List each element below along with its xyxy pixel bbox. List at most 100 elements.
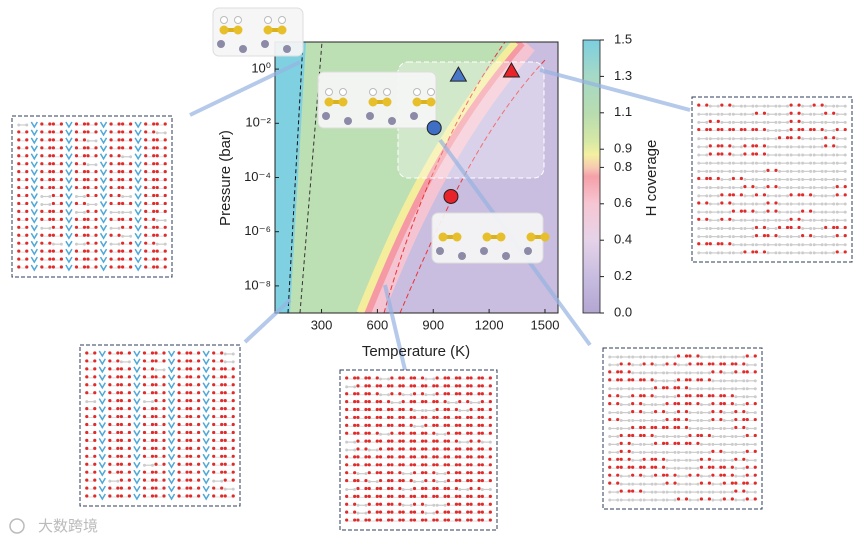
lattice-site bbox=[85, 383, 89, 387]
lattice-site bbox=[608, 411, 612, 415]
lattice-site bbox=[223, 367, 227, 371]
lattice-site bbox=[707, 427, 711, 430]
lattice-site bbox=[30, 161, 38, 169]
lattice-site bbox=[163, 242, 167, 246]
lattice-site bbox=[155, 178, 159, 182]
lattice-site bbox=[754, 152, 759, 156]
lattice-site bbox=[167, 422, 176, 429]
lattice-site bbox=[223, 375, 227, 379]
lattice-site bbox=[751, 250, 755, 254]
lattice-site bbox=[85, 486, 89, 490]
lattice-site bbox=[708, 144, 712, 148]
lattice-site bbox=[707, 355, 711, 359]
lattice-site bbox=[223, 391, 227, 395]
lattice-site bbox=[401, 518, 405, 522]
lattice-site bbox=[231, 360, 235, 364]
lattice-site bbox=[812, 186, 816, 190]
lattice-site bbox=[85, 359, 89, 363]
lattice-site bbox=[458, 455, 462, 459]
lattice-site bbox=[443, 407, 447, 412]
lattice-site bbox=[705, 161, 709, 165]
lattice-site bbox=[443, 439, 447, 443]
lattice-site bbox=[378, 407, 383, 412]
lattice-site bbox=[661, 465, 666, 469]
lattice-site bbox=[697, 242, 701, 246]
lattice-site bbox=[51, 162, 55, 166]
lattice-site bbox=[109, 185, 113, 190]
lattice-site bbox=[797, 235, 801, 239]
lattice-site bbox=[86, 146, 90, 150]
lattice-site bbox=[631, 489, 635, 493]
lattice-site bbox=[212, 391, 216, 395]
lattice-site bbox=[412, 463, 417, 467]
lattice-site bbox=[85, 351, 89, 355]
lattice-site bbox=[424, 503, 428, 507]
lattice-site bbox=[762, 202, 766, 206]
lattice-site bbox=[220, 430, 224, 435]
lattice-site bbox=[446, 455, 451, 459]
lattice-site bbox=[420, 439, 425, 443]
lattice-site bbox=[754, 225, 759, 230]
lattice-site bbox=[109, 122, 113, 126]
lattice-site bbox=[762, 243, 766, 247]
lattice-site bbox=[708, 202, 712, 206]
lattice-site bbox=[809, 145, 813, 149]
lattice-site bbox=[616, 378, 620, 382]
lattice-site bbox=[98, 398, 106, 406]
lattice-site bbox=[85, 438, 89, 442]
lattice-site bbox=[65, 137, 73, 145]
lattice-site bbox=[843, 145, 847, 149]
lattice-site bbox=[766, 168, 770, 172]
lattice-site bbox=[642, 457, 646, 461]
lattice-site bbox=[719, 498, 723, 502]
lattice-site bbox=[754, 178, 758, 181]
lattice-panels bbox=[11, 96, 853, 531]
lattice-site bbox=[154, 438, 158, 442]
lattice-site bbox=[129, 201, 133, 206]
markers bbox=[426, 62, 521, 204]
lattice-site bbox=[142, 486, 147, 490]
lattice-site bbox=[30, 129, 38, 137]
lattice-site bbox=[751, 152, 755, 156]
lattice-site bbox=[745, 363, 749, 367]
lattice-site bbox=[133, 422, 141, 429]
lattice-site bbox=[688, 387, 692, 391]
lattice-site bbox=[488, 392, 492, 396]
lattice-site bbox=[789, 235, 793, 239]
lattice-site bbox=[673, 411, 677, 415]
lattice-site bbox=[766, 194, 770, 198]
lattice-site bbox=[711, 410, 715, 414]
lattice-site bbox=[642, 490, 646, 494]
lattice-site bbox=[697, 169, 701, 173]
lattice-site bbox=[716, 152, 720, 156]
lattice-site bbox=[353, 400, 357, 404]
lattice-site bbox=[477, 447, 481, 451]
lattice-site bbox=[466, 494, 470, 498]
lattice-site bbox=[86, 122, 90, 126]
lattice-site bbox=[150, 414, 155, 419]
lattice-site bbox=[401, 423, 405, 427]
lattice-site bbox=[466, 423, 470, 427]
lattice-site bbox=[223, 454, 227, 458]
atom bbox=[436, 247, 444, 255]
lattice-site bbox=[734, 466, 738, 470]
lattice-site bbox=[832, 111, 836, 115]
lattice-site bbox=[177, 486, 181, 490]
lattice-site bbox=[739, 161, 743, 165]
lattice-site bbox=[778, 210, 782, 214]
lattice-site bbox=[17, 146, 21, 150]
lattice-site bbox=[108, 399, 112, 403]
lattice-site bbox=[142, 407, 147, 411]
lattice-site bbox=[390, 510, 394, 514]
lattice-site bbox=[480, 376, 484, 380]
lattice-site bbox=[152, 122, 156, 126]
lattice-site bbox=[454, 455, 459, 459]
lattice-site bbox=[212, 375, 216, 379]
lattice-site bbox=[223, 494, 227, 498]
lattice-site bbox=[119, 383, 123, 387]
lattice-site bbox=[812, 194, 816, 198]
lattice-site bbox=[832, 243, 836, 247]
lattice-site bbox=[705, 251, 709, 255]
lattice-site bbox=[774, 185, 778, 189]
lattice-site bbox=[189, 438, 193, 442]
